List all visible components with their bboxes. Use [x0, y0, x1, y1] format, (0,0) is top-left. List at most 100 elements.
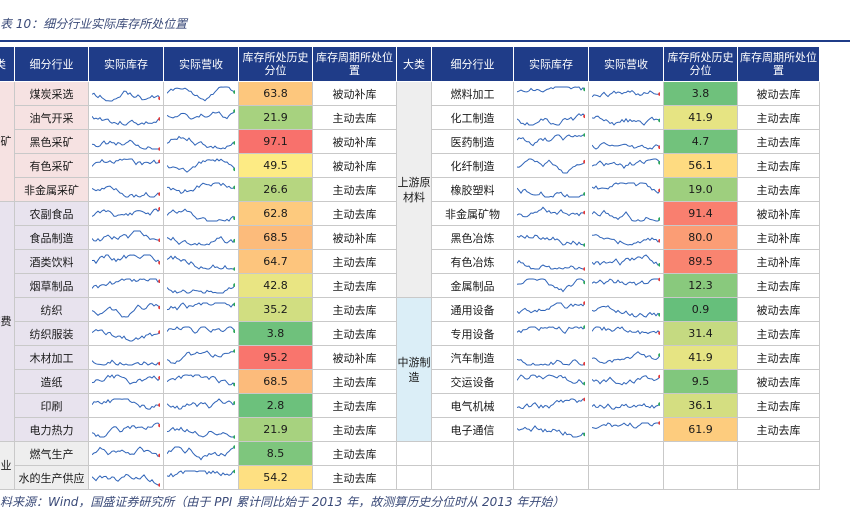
sparkline [592, 141, 660, 150]
sparkline [517, 234, 585, 247]
sparkline-path [592, 325, 660, 334]
industry-cell: 酒类饮料 [14, 249, 89, 274]
sparkline [517, 424, 585, 437]
category-label-right: 上游原材料 [397, 175, 431, 204]
phase-cell-right: 主动去库 [737, 105, 820, 130]
percentile-cell: 62.8 [238, 201, 313, 226]
inventory-sparkline-cell-right [513, 393, 589, 418]
revenue-sparkline-cell-right [588, 273, 664, 298]
sparkline-marker [583, 280, 585, 284]
source-note: 料来源：Wind，国盛证券研究所（由于 PPI 累计同比始于 2013 年，故测… [0, 495, 565, 509]
table-row: 非金属采矿 26.6 主动去库 橡胶塑料 19.0 主动去库 [0, 177, 820, 202]
sparkline-path [92, 277, 160, 289]
sparkline-marker [583, 242, 585, 247]
table-body: 游矿煤炭采选63.8被动补库上游原材料燃料加工3.8被动去库油气开采21.9主动… [0, 81, 820, 490]
percentile-cell: 21.9 [238, 105, 313, 130]
sparkline-marker [158, 116, 160, 121]
phase-cell: 被动补库 [312, 81, 397, 106]
percentile-cell: 63.8 [238, 81, 313, 106]
category-cell: 用业 [0, 441, 15, 490]
sparkline-path [167, 157, 235, 173]
sparkline-marker [658, 374, 660, 378]
inventory-sparkline-cell [88, 153, 164, 178]
inventory-sparkline-cell-right [513, 81, 589, 106]
revenue-sparkline-cell-right [588, 105, 664, 130]
sparkline [167, 282, 235, 294]
empty-cell [663, 441, 738, 466]
sparkline-path [92, 157, 160, 167]
sparkline-path [167, 85, 235, 101]
sparkline-path [92, 398, 160, 410]
sparkline-path [92, 207, 160, 217]
phase-cell-right: 主动去库 [737, 153, 820, 178]
sparkline [517, 278, 585, 292]
revenue-sparkline-cell [163, 321, 239, 346]
sparkline-marker [233, 282, 235, 287]
industry-cell-right: 专用设备 [431, 321, 514, 346]
percentile-cell-right: 89.5 [663, 249, 738, 274]
phase-cell: 被动补库 [312, 225, 397, 250]
empty-cell [431, 441, 514, 466]
sparkline-marker [233, 167, 235, 171]
sparkline-marker [658, 144, 660, 149]
sparkline-marker [583, 361, 585, 365]
sparkline-marker [233, 266, 235, 271]
sparkline-path [92, 302, 160, 318]
empty-cell [588, 441, 664, 466]
percentile-cell-right: 91.4 [663, 201, 738, 226]
sparkline-path [167, 397, 235, 410]
inventory-sparkline-cell [88, 273, 164, 298]
sparkline [592, 181, 660, 194]
percentile-cell: 42.8 [238, 273, 313, 298]
sparkline [517, 259, 585, 271]
inventory-sparkline-cell [88, 369, 164, 394]
phase-cell: 主动去库 [312, 201, 397, 226]
phase-cell-right: 主动去库 [737, 393, 820, 418]
phase-cell-right: 主动去库 [737, 321, 820, 346]
phase-cell-right: 主动补库 [737, 249, 820, 274]
sparkline [92, 277, 160, 289]
industry-cell: 电力热力 [14, 417, 89, 442]
sparkline-path [592, 277, 660, 286]
sparkline-marker [583, 300, 585, 305]
sparkline-marker [658, 420, 660, 425]
inventory-sparkline-cell-right [513, 297, 589, 322]
percentile-cell: 97.1 [238, 129, 313, 154]
revenue-sparkline-cell [163, 225, 239, 250]
sparkline-marker [583, 114, 585, 118]
sparkline-marker [583, 87, 585, 91]
phase-cell: 主动去库 [312, 369, 397, 394]
sparkline [517, 112, 585, 126]
percentile-cell-right: 61.9 [663, 417, 738, 442]
empty-cell [737, 465, 820, 490]
sparkline-marker [658, 262, 660, 267]
sparkline-marker [233, 215, 235, 220]
sparkline [92, 185, 160, 198]
phase-cell-right: 主动去库 [737, 177, 820, 202]
sparkline-path [167, 110, 235, 120]
sparkline-marker [158, 191, 160, 196]
sparkline-path [517, 424, 585, 437]
industry-cell-right: 金属制品 [431, 273, 514, 298]
sparkline [167, 108, 235, 120]
phase-cell: 主动去库 [312, 441, 397, 466]
percentile-cell-right: 36.1 [663, 393, 738, 418]
sparkline [92, 421, 160, 437]
sparkline-marker [233, 328, 235, 333]
sparkline-path [167, 373, 235, 385]
percentile-cell-right: 56.1 [663, 153, 738, 178]
sparkline-path [517, 112, 585, 126]
sparkline-path [167, 325, 235, 334]
percentile-cell: 49.5 [238, 153, 313, 178]
sparkline [92, 157, 160, 167]
sparkline-marker [658, 91, 660, 96]
sparkline-path [592, 253, 660, 266]
sparkline [92, 328, 160, 341]
sparkline [92, 206, 160, 217]
sparkline-marker [658, 277, 660, 281]
sparkline [592, 89, 660, 97]
industry-cell-right: 电气机械 [431, 393, 514, 418]
sparkline [167, 182, 235, 194]
sparkline-marker [158, 206, 160, 211]
sparkline-marker [583, 159, 585, 163]
